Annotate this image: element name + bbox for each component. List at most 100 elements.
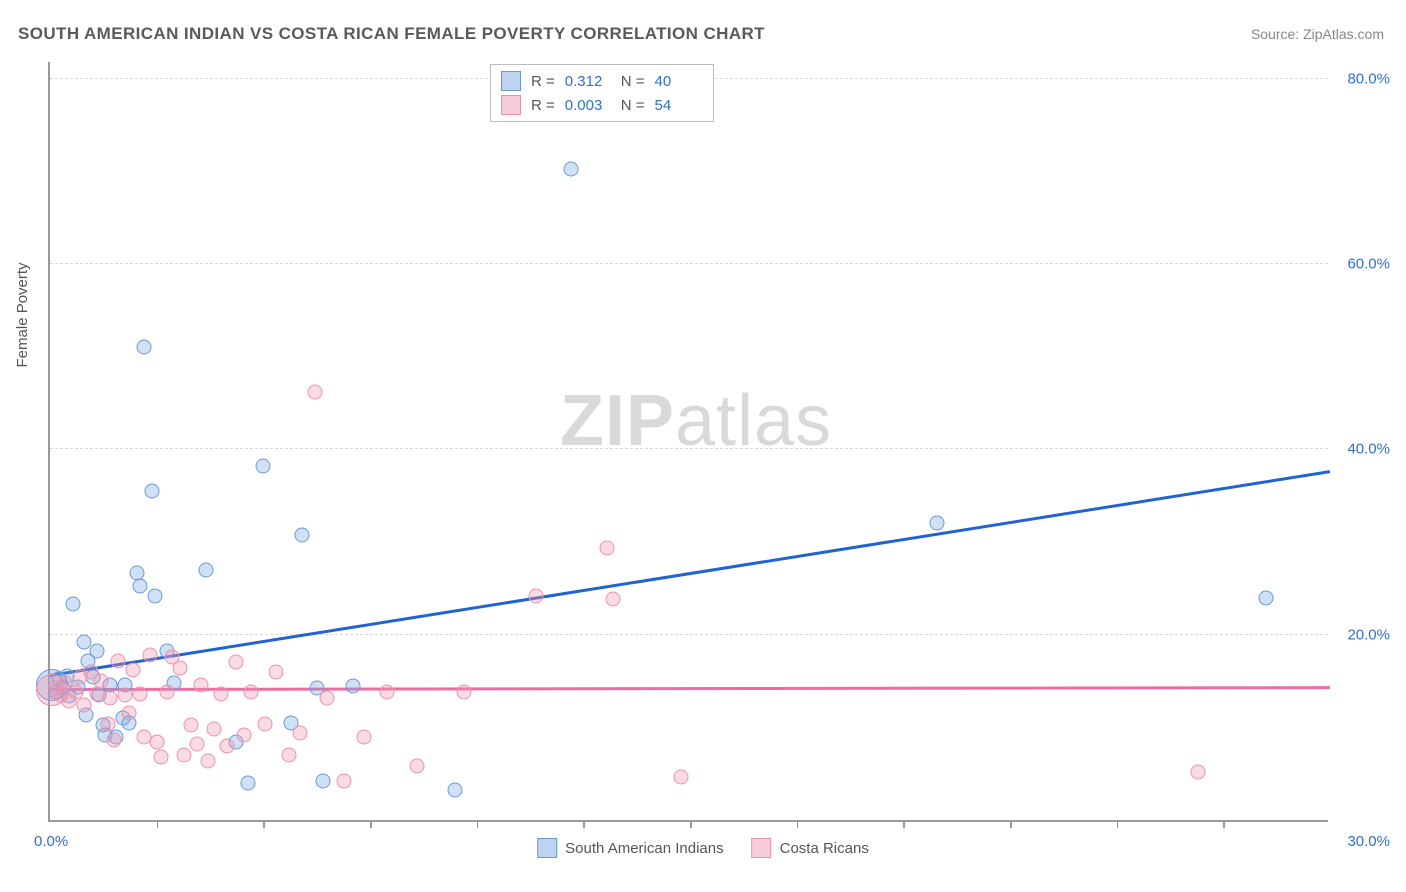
swatch-sai-bottom [537, 838, 557, 858]
xtick [263, 820, 265, 828]
xtick-label-max: 30.0% [1347, 833, 1390, 850]
series-legend: South American Indians Costa Ricans [537, 838, 869, 858]
data-point-sai [316, 774, 331, 789]
data-point-sai [345, 678, 360, 693]
data-point-cr [153, 749, 168, 764]
data-point-cr [183, 718, 198, 733]
series-label-sai: South American Indians [565, 840, 723, 857]
n-label-sai: N = [621, 73, 645, 90]
series-legend-item-sai: South American Indians [537, 838, 723, 858]
data-point-cr [94, 673, 109, 688]
data-point-sai [930, 516, 945, 531]
data-point-cr [126, 662, 141, 677]
data-point-sai [66, 597, 81, 612]
gridline [50, 448, 1328, 449]
data-point-cr [409, 759, 424, 774]
r-label-cr: R = [531, 97, 555, 114]
data-point-cr [606, 592, 621, 607]
data-point-cr [237, 727, 252, 742]
data-point-cr [160, 685, 175, 700]
data-point-cr [456, 685, 471, 700]
data-point-cr [337, 774, 352, 789]
data-point-sai [1259, 590, 1274, 605]
data-point-cr [100, 716, 115, 731]
series-label-cr: Costa Ricans [780, 840, 869, 857]
data-point-cr [599, 540, 614, 555]
data-point-cr [269, 664, 284, 679]
data-point-sai [145, 483, 160, 498]
data-point-cr [674, 770, 689, 785]
data-point-cr [228, 655, 243, 670]
data-point-sai [256, 458, 271, 473]
n-label-cr: N = [621, 97, 645, 114]
xtick [1117, 820, 1119, 828]
data-point-cr [380, 685, 395, 700]
data-point-cr [200, 753, 215, 768]
data-point-cr [102, 690, 117, 705]
r-value-cr: 0.003 [565, 97, 611, 114]
data-point-sai [198, 562, 213, 577]
xtick-label-min: 0.0% [34, 833, 68, 850]
gridline [50, 263, 1328, 264]
data-point-sai [563, 162, 578, 177]
data-point-cr [1190, 764, 1205, 779]
n-value-sai: 40 [655, 73, 701, 90]
xtick [583, 820, 585, 828]
data-point-cr [149, 735, 164, 750]
data-point-sai [294, 528, 309, 543]
data-point-cr [194, 677, 209, 692]
data-point-sai [130, 565, 145, 580]
series-legend-item-cr: Costa Ricans [752, 838, 869, 858]
gridline [50, 634, 1328, 635]
data-point-sai [136, 340, 151, 355]
source-attribution: Source: ZipAtlas.com [1251, 26, 1384, 42]
r-label-sai: R = [531, 73, 555, 90]
data-point-cr [281, 748, 296, 763]
data-point-cr [292, 725, 307, 740]
xtick [797, 820, 799, 828]
data-point-cr [132, 686, 147, 701]
ytick-label: 60.0% [1347, 255, 1390, 272]
data-point-cr [143, 648, 158, 663]
swatch-cr-bottom [752, 838, 772, 858]
data-point-sai [132, 579, 147, 594]
data-point-cr [243, 685, 258, 700]
regression-line-cr [50, 686, 1330, 690]
data-point-cr [173, 661, 188, 676]
scatter-plot: 20.0%40.0%60.0%80.0%0.0%30.0% [48, 62, 1328, 822]
data-point-sai [89, 644, 104, 659]
stats-legend: R = 0.312 N = 40 R = 0.003 N = 54 [490, 64, 714, 122]
data-point-cr [177, 748, 192, 763]
xtick [477, 820, 479, 828]
data-point-cr [77, 698, 92, 713]
data-point-cr [220, 738, 235, 753]
data-point-cr [111, 653, 126, 668]
xtick [903, 820, 905, 828]
data-point-cr [190, 737, 205, 752]
data-point-cr [107, 733, 122, 748]
xtick [370, 820, 372, 828]
data-point-cr [356, 729, 371, 744]
data-point-sai [448, 783, 463, 798]
n-value-cr: 54 [655, 97, 701, 114]
stats-legend-row-cr: R = 0.003 N = 54 [501, 93, 701, 117]
ytick-label: 20.0% [1347, 626, 1390, 643]
xtick [690, 820, 692, 828]
swatch-sai [501, 71, 521, 91]
xtick [1223, 820, 1225, 828]
swatch-cr [501, 95, 521, 115]
data-point-sai [147, 588, 162, 603]
data-point-cr [320, 690, 335, 705]
chart-title: SOUTH AMERICAN INDIAN VS COSTA RICAN FEM… [18, 24, 765, 44]
data-point-cr [117, 687, 132, 702]
stats-legend-row-sai: R = 0.312 N = 40 [501, 69, 701, 93]
ytick-label: 40.0% [1347, 441, 1390, 458]
data-point-cr [207, 722, 222, 737]
data-point-cr [529, 588, 544, 603]
data-point-sai [241, 775, 256, 790]
data-point-cr [258, 716, 273, 731]
xtick [1010, 820, 1012, 828]
data-point-cr [213, 686, 228, 701]
xtick [157, 820, 159, 828]
data-point-cr [121, 705, 136, 720]
